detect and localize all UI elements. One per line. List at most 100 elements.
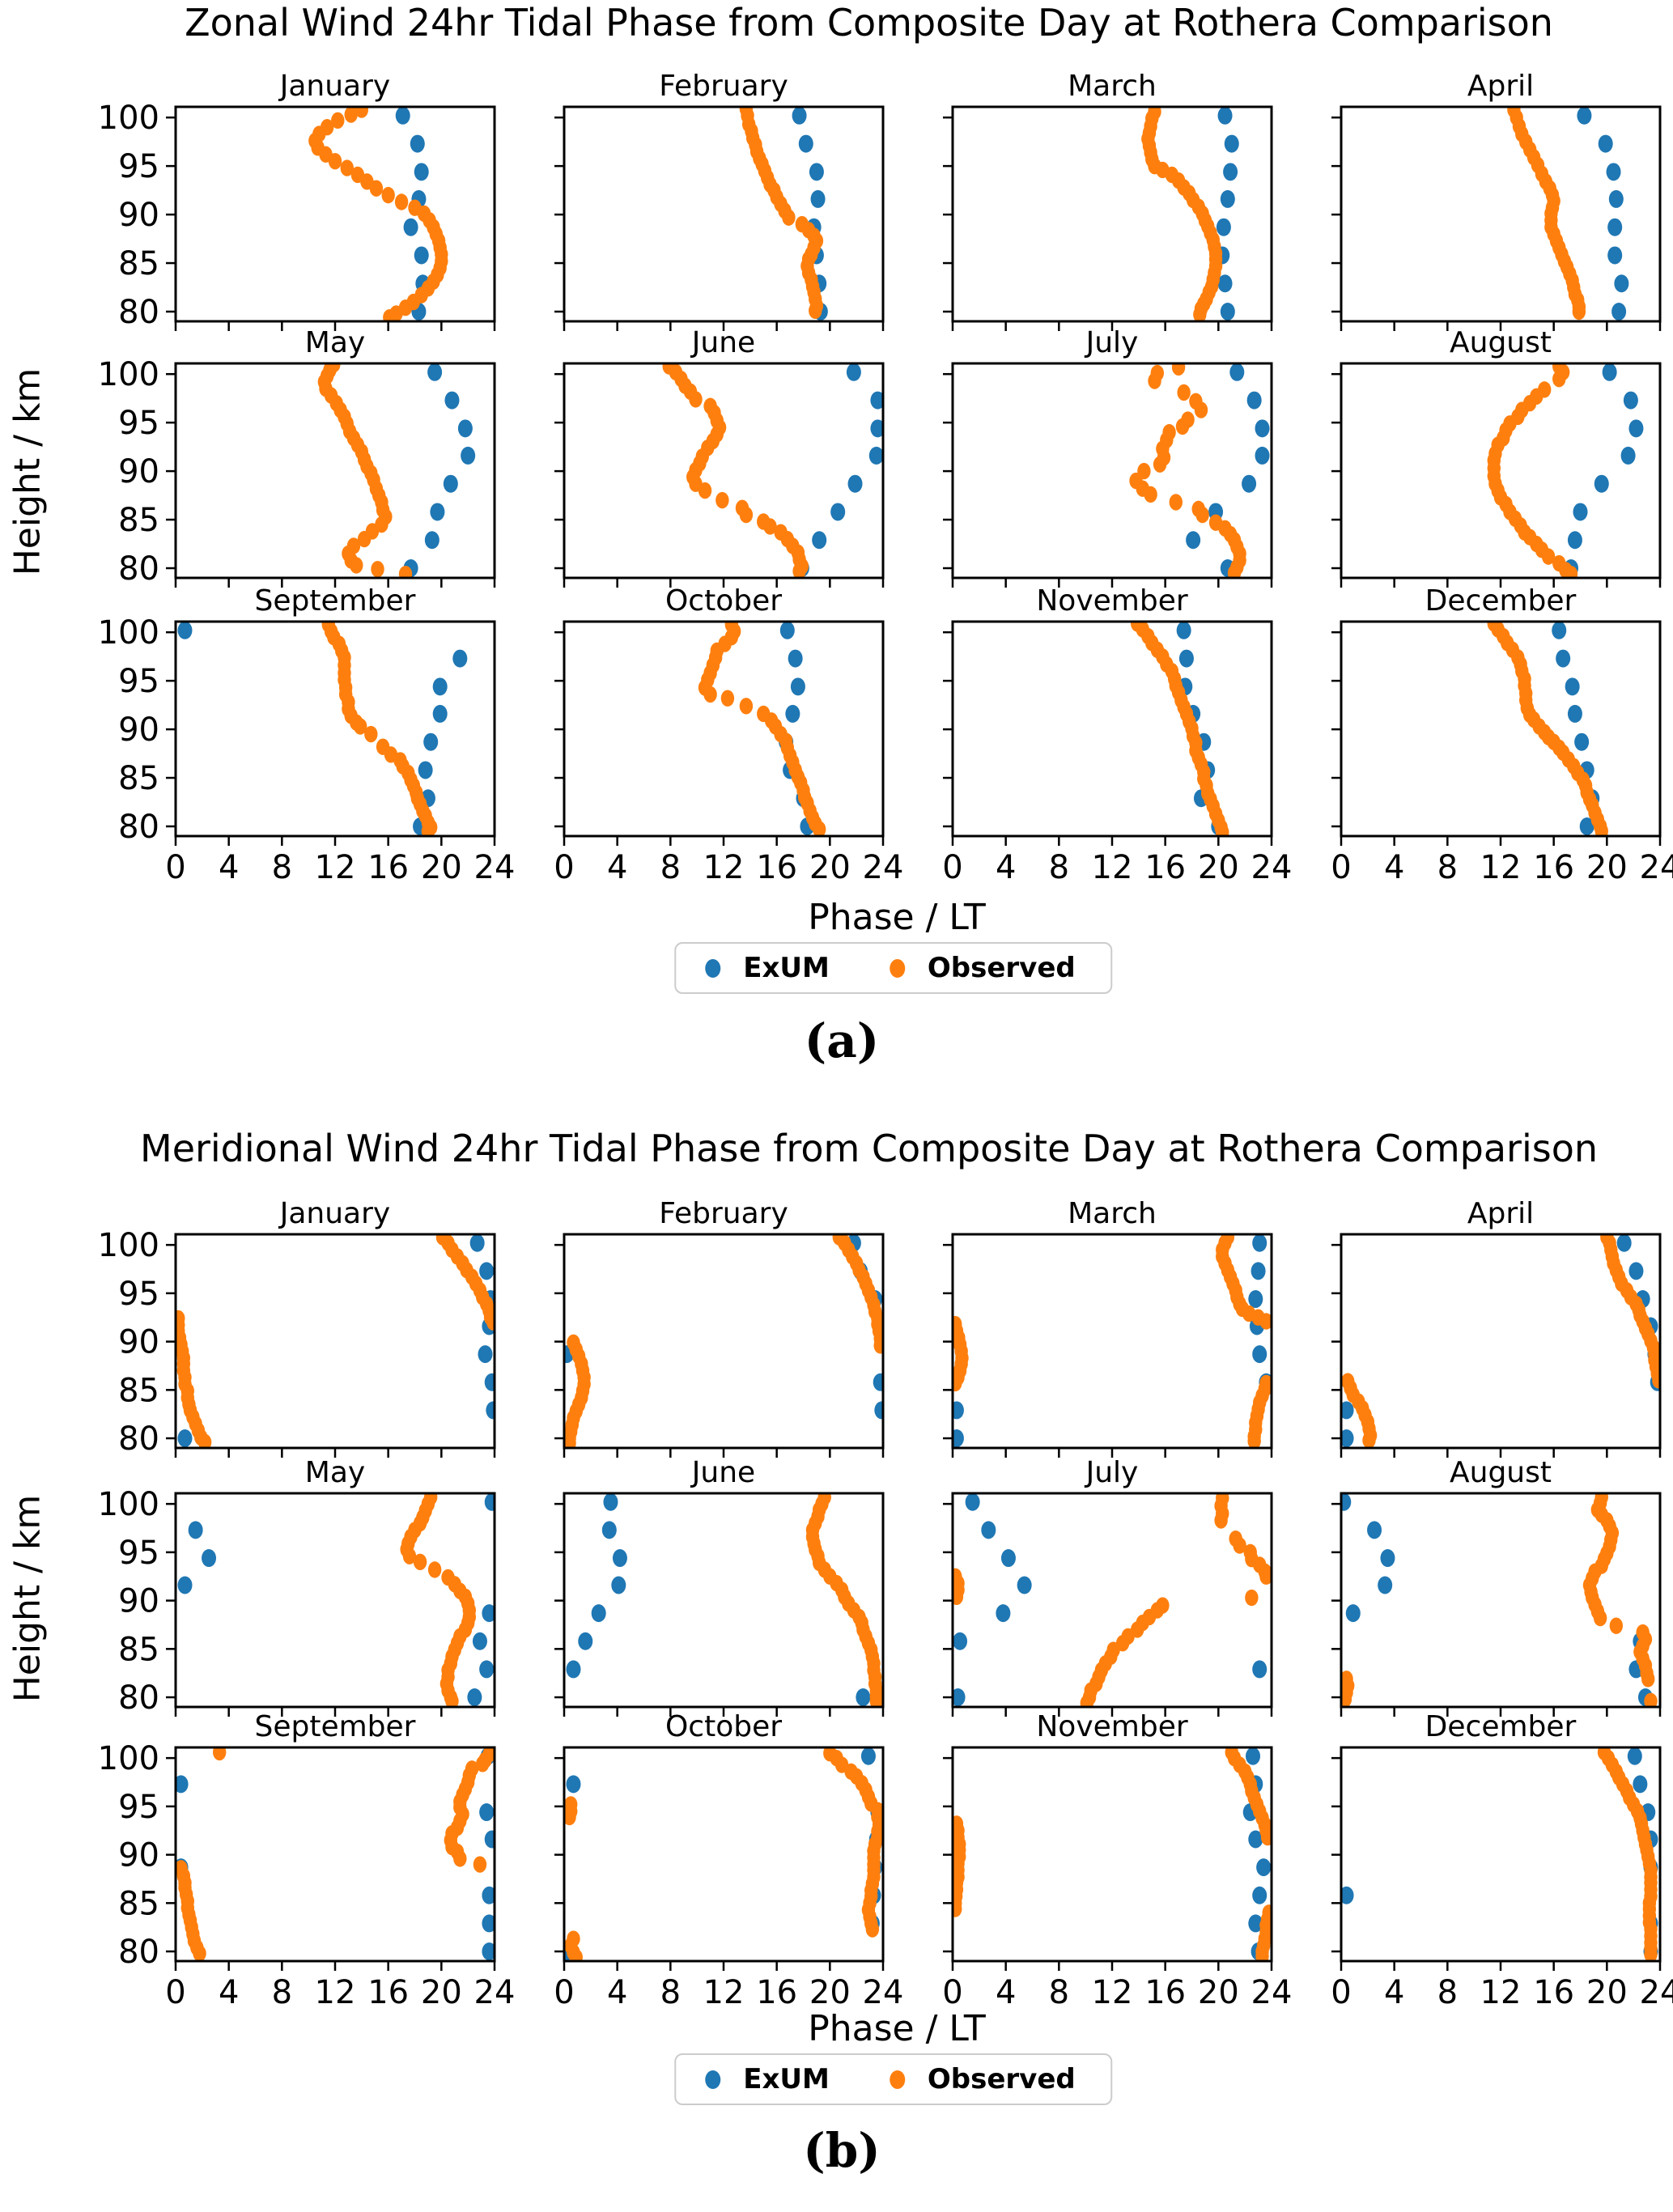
svg-text:16: 16 [367,849,409,886]
panel-july: July [943,326,1273,588]
svg-text:20: 20 [1198,849,1239,886]
exum-points [1215,107,1239,321]
panel-february: February [554,70,885,331]
svg-text:April: April [1467,1197,1534,1230]
svg-text:95: 95 [118,148,159,185]
svg-text:85: 85 [118,245,159,282]
legend-item-exum: ExUM [705,952,830,984]
observed-points [1597,1747,1658,1961]
panel-august: August [1331,1456,1662,1717]
exum-dot-icon [705,958,721,978]
svg-text:90: 90 [118,1837,159,1874]
svg-text:100: 100 [98,100,159,137]
figure-zonal-title: Zonal Wind 24hr Tidal Phase from Composi… [185,1,1553,45]
svg-text:16: 16 [1144,849,1186,886]
svg-text:4: 4 [996,849,1016,886]
svg-text:16: 16 [367,1974,409,2011]
svg-text:December: December [1425,584,1577,618]
svg-text:0: 0 [165,849,185,886]
observed-points [400,1493,477,1707]
panel-february: February [554,1197,885,1458]
svg-text:12: 12 [1480,849,1522,886]
observed-points [1507,107,1586,321]
svg-text:December: December [1425,1710,1577,1743]
svg-text:100: 100 [98,614,159,652]
svg-text:October: October [665,1710,782,1743]
exum-points [564,1234,883,1448]
svg-text:May: May [305,1456,365,1489]
exum-points [794,363,883,578]
svg-text:0: 0 [942,1974,962,2011]
svg-text:85: 85 [118,1372,159,1409]
panel-april: April [1331,1197,1662,1458]
observed-points [739,107,824,320]
exum-points [403,363,476,578]
svg-text:8: 8 [660,849,681,886]
svg-text:80: 80 [118,1420,159,1458]
svg-text:June: June [690,326,755,359]
svg-text:95: 95 [118,1535,159,1572]
exum-points [1577,107,1629,321]
svg-text:85: 85 [118,1631,159,1668]
observed-points [564,1747,883,1961]
svg-text:12: 12 [703,1974,745,2011]
exum-points [953,1493,1267,1707]
observed-dot-icon [889,2070,905,2089]
panel-december: December 0 4 8 12 16 20 24 [1331,584,1673,886]
observed-points [953,1234,1272,1448]
svg-text:24: 24 [1640,1974,1673,2011]
figure-zonal-legend: ExUM Observed [674,942,1113,994]
svg-text:16: 16 [1144,1974,1186,2011]
panel-july: July [943,1456,1273,1717]
observed-points [1141,107,1223,321]
svg-text:20: 20 [1198,1974,1239,2011]
svg-text:November: November [1036,584,1187,618]
svg-text:85: 85 [118,502,159,539]
svg-text:8: 8 [1049,849,1069,886]
exum-points [177,1493,495,1707]
svg-text:12: 12 [1092,849,1133,886]
panel-october: October 0 4 8 12 16 20 24 [554,1710,903,2011]
svg-text:8: 8 [1049,1974,1069,2011]
panel-april: April [1331,70,1662,331]
figure-zonal: January 80 85 90 95 100 February March April May 8… [0,0,1673,1089]
figure-meridional-ylabel: Height / km [6,1494,49,1703]
svg-text:4: 4 [996,1974,1016,2011]
svg-text:March: March [1068,1197,1157,1230]
svg-text:100: 100 [98,1486,159,1523]
svg-text:85: 85 [118,760,159,797]
svg-text:16: 16 [756,1974,797,2011]
legend-item-observed: Observed [889,2063,1076,2095]
panel-september: September 0 4 8 12 16 20 24 80 85 90 95 100 [98,1710,516,2011]
observed-dot-icon [889,958,905,978]
svg-text:0: 0 [165,1974,185,2011]
svg-text:24: 24 [863,849,904,886]
panel-may: May 80 85 90 95 100 [98,326,496,588]
svg-text:0: 0 [1331,1974,1351,2011]
svg-text:90: 90 [118,1583,159,1620]
svg-text:20: 20 [1586,849,1628,886]
panel-november: November 0 4 8 12 16 20 24 [942,1710,1292,2011]
figure-meridional-title: Meridional Wind 24hr Tidal Phase from Co… [140,1127,1598,1170]
svg-text:March: March [1068,70,1157,103]
svg-text:8: 8 [272,849,292,886]
svg-text:August: August [1450,326,1552,359]
legend-label-observed: Observed [927,2063,1076,2095]
figure-zonal-ylabel: Height / km [6,367,49,576]
observed-points [1341,1234,1660,1448]
panel-january: January 80 85 90 95 100 [98,1197,496,1458]
svg-text:16: 16 [1533,1974,1574,2011]
svg-text:24: 24 [1251,1974,1293,2011]
figure-meridional-xlabel: Phase / LT [808,2008,986,2049]
observed-points [1129,363,1246,578]
observed-points [805,1493,883,1707]
svg-text:90: 90 [118,197,159,234]
svg-text:80: 80 [118,1679,159,1717]
svg-text:90: 90 [118,453,159,490]
svg-text:8: 8 [660,1974,681,2011]
panel-october: October 0 4 8 12 16 20 24 [554,584,903,886]
svg-text:12: 12 [703,849,745,886]
svg-text:20: 20 [421,849,462,886]
